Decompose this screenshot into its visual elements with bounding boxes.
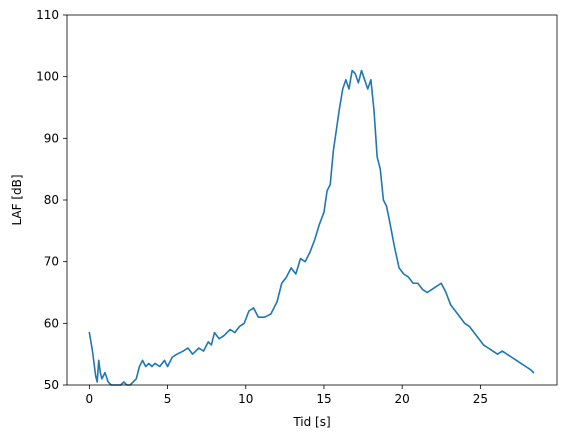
y-tick-label: 60 [44,316,59,330]
y-tick-label: 100 [36,70,59,84]
y-axis-ticks: 50 60 70 80 90 100 110 [36,8,67,392]
x-tick-label: 10 [238,392,253,406]
x-tick-label: 15 [316,392,331,406]
y-tick-label: 70 [44,255,59,269]
y-tick-label: 80 [44,193,59,207]
x-tick-label: 0 [86,392,94,406]
x-axis-label: Tid [s] [292,415,330,429]
plot-frame [66,14,558,386]
y-tick-label: 50 [44,378,59,392]
y-tick-label: 110 [36,8,59,22]
y-axis-label: LAF [dB] [10,174,24,225]
series-line [88,69,535,386]
x-axis-ticks: 0 5 10 15 20 25 [86,385,488,406]
x-tick-label: 5 [164,392,172,406]
x-tick-label: 20 [395,392,410,406]
plot-background [67,15,557,385]
x-tick-label: 25 [473,392,488,406]
y-tick-label: 90 [44,131,59,145]
